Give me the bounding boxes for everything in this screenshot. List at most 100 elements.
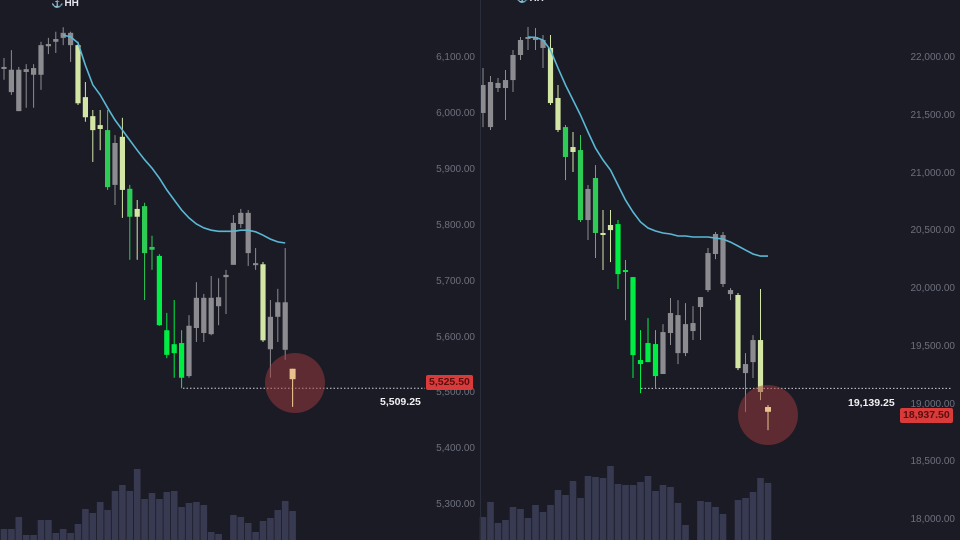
current-price-tag-left: 5,525.50 [426, 375, 473, 390]
volume-bar [652, 491, 659, 540]
y-tick-label: 22,000.00 [910, 52, 956, 63]
candle-body [600, 232, 606, 235]
volume-bar [494, 523, 502, 540]
volume-bar [89, 513, 97, 540]
hh-label: HH [64, 0, 79, 9]
y-tick-label: 5,300.00 [436, 499, 475, 511]
volume-bar [584, 476, 592, 540]
candle-body [75, 45, 81, 104]
volume-bar [156, 499, 163, 540]
candle-body [742, 364, 749, 374]
candle-body [208, 297, 214, 335]
moving-average-line [527, 36, 768, 257]
volume-bar [674, 503, 682, 540]
candle-body [562, 127, 569, 157]
candle-body [201, 297, 207, 334]
volume-bar [119, 485, 126, 540]
volume-bar [52, 533, 60, 540]
candle-body [682, 324, 689, 354]
volume-bar [193, 502, 200, 540]
pane-divider[interactable] [480, 0, 481, 540]
candle-body [645, 343, 651, 363]
volume-bar [734, 500, 742, 540]
volume-bar [562, 495, 569, 540]
volume-bar [59, 529, 67, 540]
candle-body [267, 316, 273, 350]
volume-bar [74, 524, 82, 540]
candle-body [547, 47, 554, 104]
volume-bar [126, 491, 134, 540]
candle-body [487, 82, 494, 128]
y-tick-label: 18,000.00 [910, 514, 956, 525]
volume-bar [712, 507, 719, 540]
volume-bar [667, 487, 674, 540]
candle-body [119, 136, 125, 190]
y-tick-label: 19,500.00 [910, 340, 956, 352]
volume-bar [15, 517, 23, 540]
volume-bar [207, 532, 215, 540]
y-tick-label: 6,100.00 [436, 52, 475, 63]
volume-bar [622, 485, 629, 540]
current-price-tag-right: 18,937.50 [900, 408, 953, 423]
y-tick-label: 5,700.00 [436, 275, 475, 287]
candle-body [38, 45, 44, 75]
candle-body [555, 97, 561, 130]
volume-bar [509, 507, 517, 540]
y-tick-label: 5,400.00 [436, 443, 475, 455]
current-candle-body [289, 368, 296, 380]
volume-bar [8, 529, 15, 540]
volume-bar [697, 501, 704, 540]
volume-bar [577, 498, 584, 540]
volume-bar [517, 509, 524, 540]
candle-body [570, 147, 576, 153]
y-tick-label: 18,500.00 [910, 456, 956, 468]
candle-body [31, 68, 37, 75]
candle-body [705, 253, 711, 291]
candle-body [735, 295, 741, 369]
volume-bar [659, 485, 667, 540]
volume-bar [111, 491, 119, 540]
volume-bar [185, 503, 193, 540]
candle-body [532, 36, 539, 40]
candle-body [253, 263, 259, 266]
current-candle-body [765, 407, 771, 412]
volume-bar [230, 515, 237, 540]
candle-body [577, 150, 584, 221]
volume-bar [592, 477, 599, 540]
y-tick-label: 5,900.00 [436, 163, 475, 175]
volume-bar [82, 509, 89, 540]
y-tick-label: 20,500.00 [910, 225, 956, 237]
candle-body [275, 302, 281, 317]
volume-bar [487, 502, 494, 540]
candle-body [1, 66, 7, 69]
y-tick-label: 5,800.00 [436, 219, 475, 231]
volume-bar [569, 481, 577, 540]
y-tick-label: 19,000.00 [910, 398, 956, 410]
volume-bar [252, 532, 259, 540]
candle-body [675, 315, 681, 354]
hh-label: HH [529, 0, 543, 4]
volume-bar [629, 485, 637, 540]
volume-bar [163, 492, 171, 540]
candle-body [510, 54, 516, 81]
y-tick-label: 6,000.00 [436, 107, 475, 119]
volume-bar [607, 466, 614, 540]
volume-bar [749, 492, 757, 540]
volume-bar [244, 523, 252, 540]
candle-body [585, 188, 591, 221]
candle-body [171, 344, 177, 354]
low-level-label-left: 5,509.25 [380, 396, 421, 408]
candle-body [193, 297, 199, 328]
volume-bar [22, 535, 30, 540]
candle-body [502, 80, 509, 89]
candle-body [127, 188, 133, 217]
volume-bar [704, 502, 712, 540]
candle-body [186, 325, 192, 377]
candle-body [525, 36, 531, 39]
volume-bar [524, 518, 532, 540]
volume-bar [30, 535, 37, 540]
y-tick-label: 5,600.00 [436, 331, 475, 343]
candle-body [68, 32, 74, 46]
candle-body [592, 178, 599, 233]
